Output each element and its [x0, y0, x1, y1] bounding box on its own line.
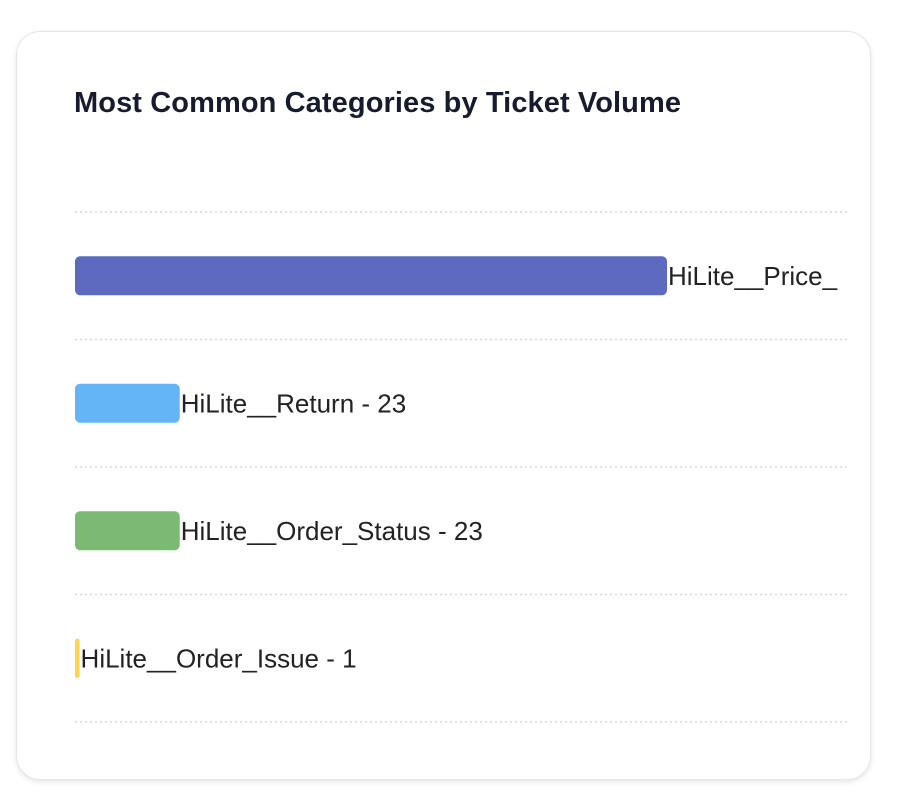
bar-label: HiLite__Price_ — [668, 261, 838, 291]
bar-chart: HiLite__Price_ HiLite__Return - 23 HiLite_… — [75, 211, 847, 723]
chart-title: Most Common Categories by Ticket Volume — [74, 87, 682, 119]
bar-hilite-order-status[interactable] — [75, 511, 180, 551]
bar-label: HiLite__Order_Issue - 1 — [81, 643, 357, 673]
bar-hilite-return[interactable] — [75, 383, 180, 423]
bar-label: HiLite__Order_Status - 23 — [181, 516, 483, 546]
bar-label: HiLite__Return - 23 — [181, 388, 406, 418]
bar-hilite-order-issue[interactable] — [75, 638, 80, 678]
bar-hilite-price[interactable] — [75, 256, 667, 296]
chart-card: Most Common Categories by Ticket Volume … — [16, 31, 871, 780]
